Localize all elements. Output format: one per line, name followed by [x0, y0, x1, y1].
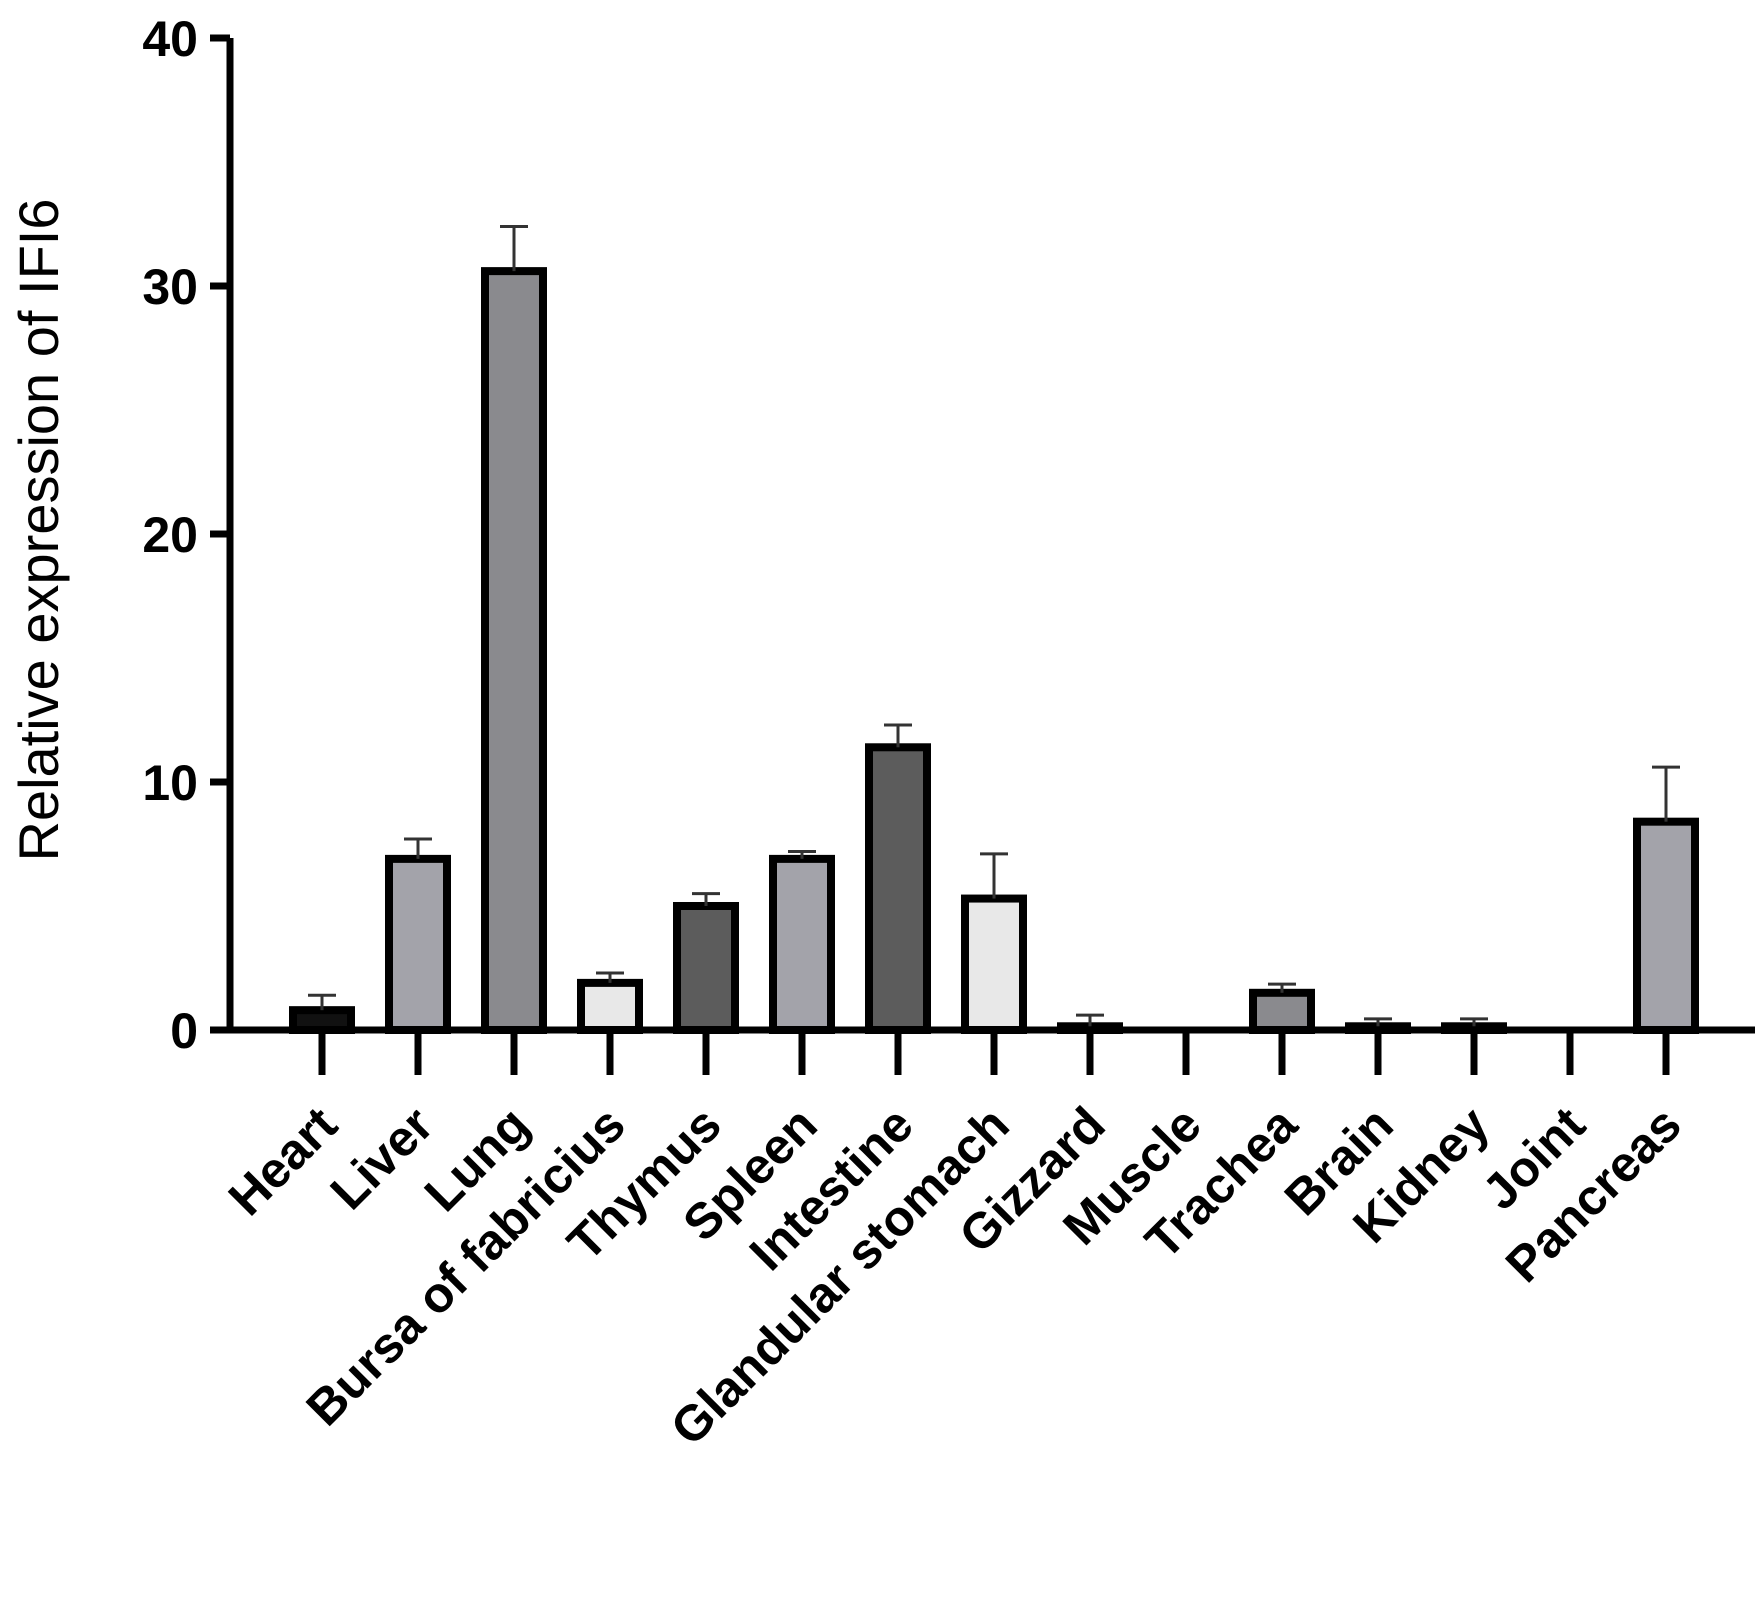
- bar-lung: [481, 267, 547, 1034]
- y-tick-label: 30: [142, 259, 198, 315]
- y-tick-label: 10: [142, 755, 198, 811]
- y-tick-label: 20: [142, 507, 198, 563]
- bar-thymus: [673, 902, 739, 1034]
- bar-pancreas: [1633, 817, 1699, 1034]
- y-axis: 0 10 20 30 40: [142, 11, 234, 1059]
- bar-spleen: [769, 854, 835, 1034]
- x-tick-label: Liver: [320, 1096, 444, 1220]
- bar-trachea: [1249, 988, 1315, 1034]
- error-bars: [308, 224, 1680, 1027]
- x-axis: [230, 1026, 1755, 1075]
- bar-liver: [385, 854, 451, 1034]
- bars: [289, 267, 1699, 1035]
- x-tick-label: Heart: [218, 1096, 348, 1226]
- y-tick-label: 0: [170, 1003, 198, 1059]
- bar-glandular-stomach: [961, 894, 1027, 1034]
- y-axis-title: Relative expression of IFI6: [7, 199, 70, 862]
- bar-intestine: [865, 743, 931, 1035]
- y-tick-label: 40: [142, 11, 198, 67]
- bar-bursa-of-fabricius: [577, 978, 643, 1035]
